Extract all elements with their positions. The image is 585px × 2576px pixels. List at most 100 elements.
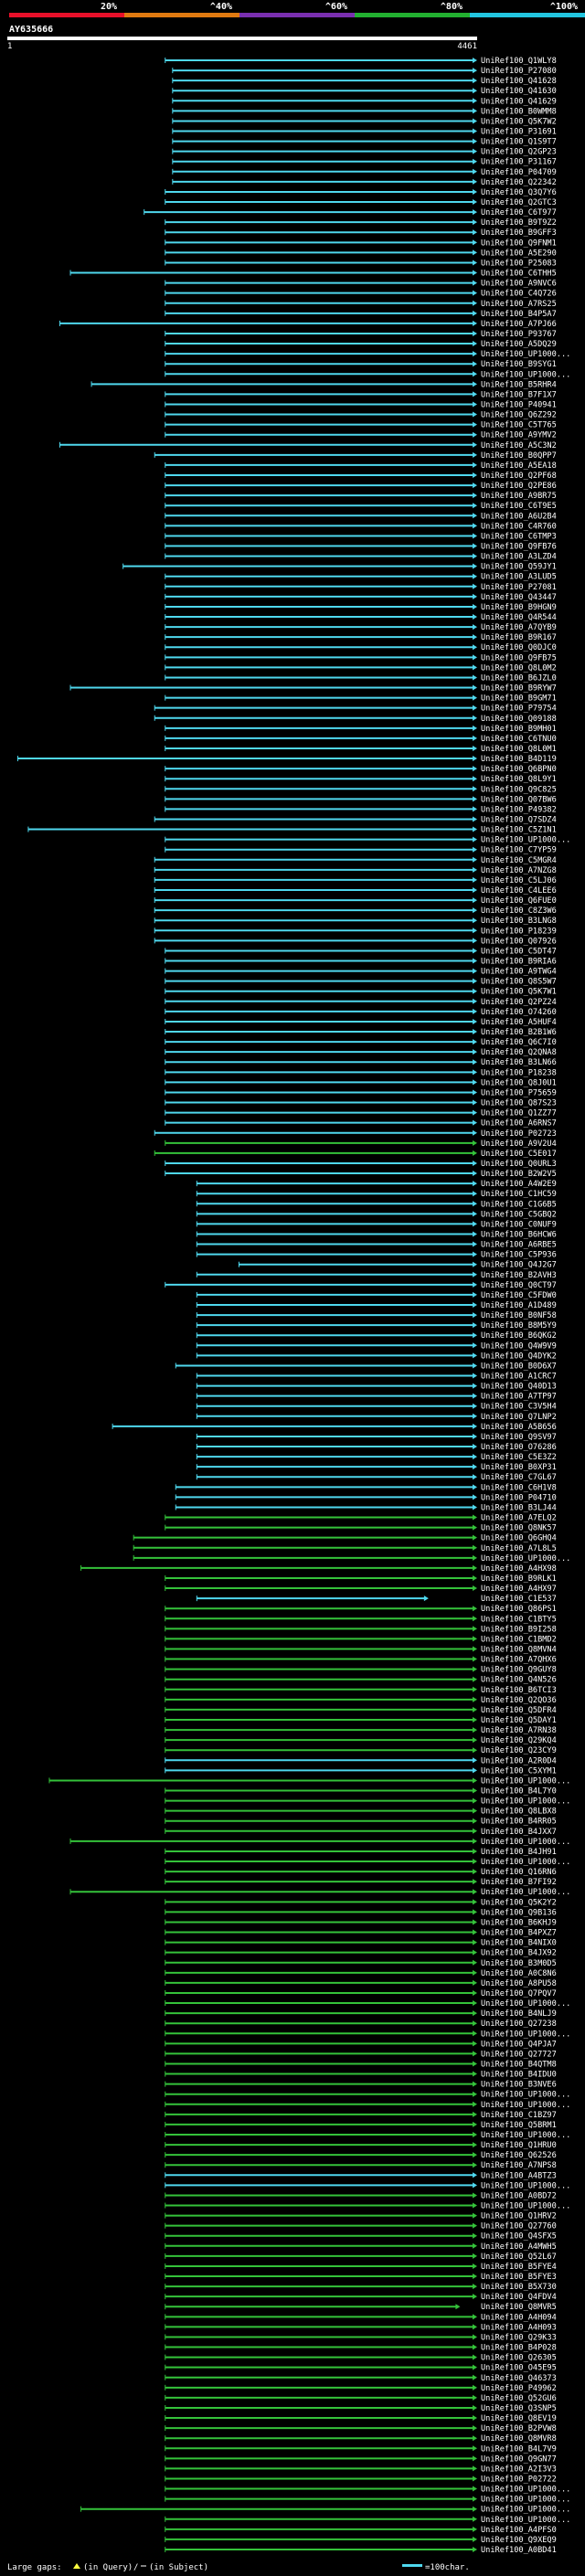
hit-label[interactable]: UniRef100_B4PXZ7: [481, 1929, 557, 1938]
hit-label[interactable]: UniRef100_B4D119: [481, 755, 557, 764]
hit-label[interactable]: UniRef100_A6U2B4: [481, 512, 557, 521]
hit-label[interactable]: UniRef100_B0XP31: [481, 1463, 557, 1472]
hit-label[interactable]: UniRef100_P31691: [481, 128, 557, 137]
hit-label[interactable]: UniRef100_C5E3Z2: [481, 1453, 557, 1462]
hit-label[interactable]: UniRef100_Q29K33: [481, 2333, 557, 2342]
hit-label[interactable]: UniRef100_Q23CY9: [481, 1746, 557, 1755]
hit-label[interactable]: UniRef100_O45E95: [481, 2364, 557, 2373]
hit-label[interactable]: UniRef100_Q0DJC0: [481, 643, 557, 652]
hit-label[interactable]: UniRef100_B6QKG2: [481, 1331, 557, 1341]
hit-label[interactable]: UniRef100_P93767: [481, 330, 557, 339]
hit-label[interactable]: UniRef100_Q2PZ24: [481, 998, 557, 1007]
hit-label[interactable]: UniRef100_A7PJ66: [481, 320, 557, 329]
hit-label[interactable]: UniRef100_C5XYM1: [481, 1766, 557, 1776]
hit-label[interactable]: UniRef100_P02722: [481, 2475, 557, 2484]
hit-label[interactable]: UniRef100_Q29KQ4: [481, 1736, 557, 1745]
hit-label[interactable]: UniRef100_Q40D13: [481, 1383, 557, 1392]
hit-label[interactable]: UniRef100_Q27727: [481, 2050, 557, 2059]
hit-label[interactable]: UniRef100_UP1000...: [481, 2030, 570, 2039]
hit-label[interactable]: UniRef100_A7NPS8: [481, 2161, 557, 2170]
hit-label[interactable]: UniRef100_C7YP59: [481, 846, 557, 855]
hit-label[interactable]: UniRef100_Q16RN6: [481, 1868, 557, 1877]
hit-label[interactable]: UniRef100_C3V5H4: [481, 1403, 557, 1412]
hit-label[interactable]: UniRef100_A3LZD4: [481, 553, 557, 562]
hit-label[interactable]: UniRef100_B3LN66: [481, 1058, 557, 1067]
hit-label[interactable]: UniRef100_Q3Q7Y6: [481, 188, 557, 197]
hit-label[interactable]: UniRef100_Q9FB76: [481, 543, 557, 552]
hit-label[interactable]: UniRef100_B7FI92: [481, 1878, 557, 1887]
hit-label[interactable]: UniRef100_Q5BRM1: [481, 2121, 557, 2130]
hit-label[interactable]: UniRef100_O74260: [481, 1008, 557, 1017]
hit-label[interactable]: UniRef100_C6TMP3: [481, 532, 557, 541]
hit-label[interactable]: UniRef100_Q8MVN4: [481, 1645, 557, 1654]
hit-label[interactable]: UniRef100_Q5K7W1: [481, 988, 557, 997]
hit-label[interactable]: UniRef100_Q1HRV2: [481, 2212, 557, 2221]
hit-label[interactable]: UniRef100_P31167: [481, 158, 557, 167]
hit-label[interactable]: UniRef100_A9YMV2: [481, 431, 557, 440]
hit-label[interactable]: UniRef100_C1G6B5: [481, 1200, 557, 1209]
hit-label[interactable]: UniRef100_C1BTY5: [481, 1615, 557, 1624]
hit-label[interactable]: UniRef100_Q22342: [481, 178, 557, 187]
hit-label[interactable]: UniRef100_B6HCW6: [481, 1230, 557, 1239]
hit-label[interactable]: UniRef100_A4H094: [481, 2313, 557, 2322]
hit-label[interactable]: UniRef100_B9I258: [481, 1625, 557, 1634]
hit-label[interactable]: UniRef100_A9V2U4: [481, 1140, 557, 1149]
hit-label[interactable]: UniRef100_Q5DFR4: [481, 1706, 557, 1715]
hit-label[interactable]: UniRef100_Q6Z292: [481, 411, 557, 420]
hit-label[interactable]: UniRef100_Q1ZZ77: [481, 1109, 557, 1118]
hit-label[interactable]: UniRef100_A7QHX6: [481, 1656, 557, 1665]
hit-label[interactable]: UniRef100_A5HUF4: [481, 1018, 557, 1027]
hit-label[interactable]: UniRef100_Q5K2Y2: [481, 1898, 557, 1907]
hit-label[interactable]: UniRef100_B4P028: [481, 2344, 557, 2353]
hit-label[interactable]: UniRef100_Q8J0U1: [481, 1078, 557, 1087]
hit-label[interactable]: UniRef100_B4L7Y0: [481, 1787, 557, 1797]
hit-label[interactable]: UniRef100_B9RIA6: [481, 958, 557, 967]
hit-label[interactable]: UniRef100_A5DQ29: [481, 340, 557, 349]
hit-label[interactable]: UniRef100_A1CRC7: [481, 1373, 557, 1382]
hit-label[interactable]: UniRef100_P27081: [481, 583, 557, 592]
hit-label[interactable]: UniRef100_C1BZ97: [481, 2111, 557, 2120]
hit-label[interactable]: UniRef100_C1BMD2: [481, 1635, 557, 1644]
hit-label[interactable]: UniRef100_P18239: [481, 927, 557, 936]
hit-label[interactable]: UniRef100_Q8MVR8: [481, 2434, 557, 2443]
hit-label[interactable]: UniRef100_Q41628: [481, 77, 557, 86]
hit-label[interactable]: UniRef100_C5GBQ2: [481, 1210, 557, 1219]
hit-label[interactable]: UniRef100_B0QPP7: [481, 451, 557, 461]
hit-label[interactable]: UniRef100_Q7LNP2: [481, 1413, 557, 1422]
hit-label[interactable]: UniRef100_A0BD72: [481, 2191, 557, 2200]
hit-label[interactable]: UniRef100_B5FYE4: [481, 2263, 557, 2272]
hit-label[interactable]: UniRef100_C6T9E5: [481, 502, 557, 511]
hit-label[interactable]: UniRef100_Q4R544: [481, 613, 557, 622]
hit-label[interactable]: UniRef100_P04710: [481, 1493, 557, 1502]
hit-label[interactable]: UniRef100_B0NF58: [481, 1311, 557, 1320]
hit-label[interactable]: UniRef100_C5FDW0: [481, 1291, 557, 1300]
hit-label[interactable]: UniRef100_Q1HRU0: [481, 2141, 557, 2150]
hit-label[interactable]: UniRef100_A4HX97: [481, 1585, 557, 1594]
hit-label[interactable]: UniRef100_B9MH01: [481, 725, 557, 734]
hit-label[interactable]: UniRef100_B9RLK1: [481, 1574, 557, 1584]
hit-label[interactable]: UniRef100_Q43447: [481, 593, 557, 602]
hit-label[interactable]: UniRef100_Q5DAY1: [481, 1716, 557, 1725]
hit-label[interactable]: UniRef100_B4RR05: [481, 1818, 557, 1827]
hit-label[interactable]: UniRef100_Q27760: [481, 2222, 557, 2231]
hit-label[interactable]: UniRef100_A7NZG8: [481, 866, 557, 875]
hit-label[interactable]: UniRef100_B4IDU0: [481, 2071, 557, 2080]
hit-label[interactable]: UniRef100_UP1000...: [481, 1776, 570, 1786]
hit-label[interactable]: UniRef100_UP1000...: [481, 2181, 570, 2190]
hit-label[interactable]: UniRef100_Q7PQV7: [481, 1989, 557, 1998]
hit-label[interactable]: UniRef100_O76286: [481, 1443, 557, 1452]
hit-label[interactable]: UniRef100_Q52L67: [481, 2253, 557, 2262]
hit-label[interactable]: UniRef100_UP1000...: [481, 2101, 570, 2110]
hit-label[interactable]: UniRef100_B4JXX7: [481, 1828, 557, 1837]
hit-label[interactable]: UniRef100_C6THH5: [481, 270, 557, 279]
hit-label[interactable]: UniRef100_Q41630: [481, 87, 557, 96]
hit-label[interactable]: UniRef100_Q41629: [481, 97, 557, 106]
hit-label[interactable]: UniRef100_Q2QNA8: [481, 1048, 557, 1057]
hit-label[interactable]: UniRef100_C7GL67: [481, 1473, 557, 1482]
hit-label[interactable]: UniRef100_UP1000...: [481, 2091, 570, 2100]
hit-label[interactable]: UniRef100_B2B1W6: [481, 1028, 557, 1037]
hit-label[interactable]: UniRef100_B9HGN9: [481, 603, 557, 612]
hit-label[interactable]: UniRef100_P02723: [481, 1129, 557, 1139]
hit-label[interactable]: UniRef100_A7L8L5: [481, 1544, 557, 1553]
hit-label[interactable]: UniRef100_P49962: [481, 2384, 557, 2393]
